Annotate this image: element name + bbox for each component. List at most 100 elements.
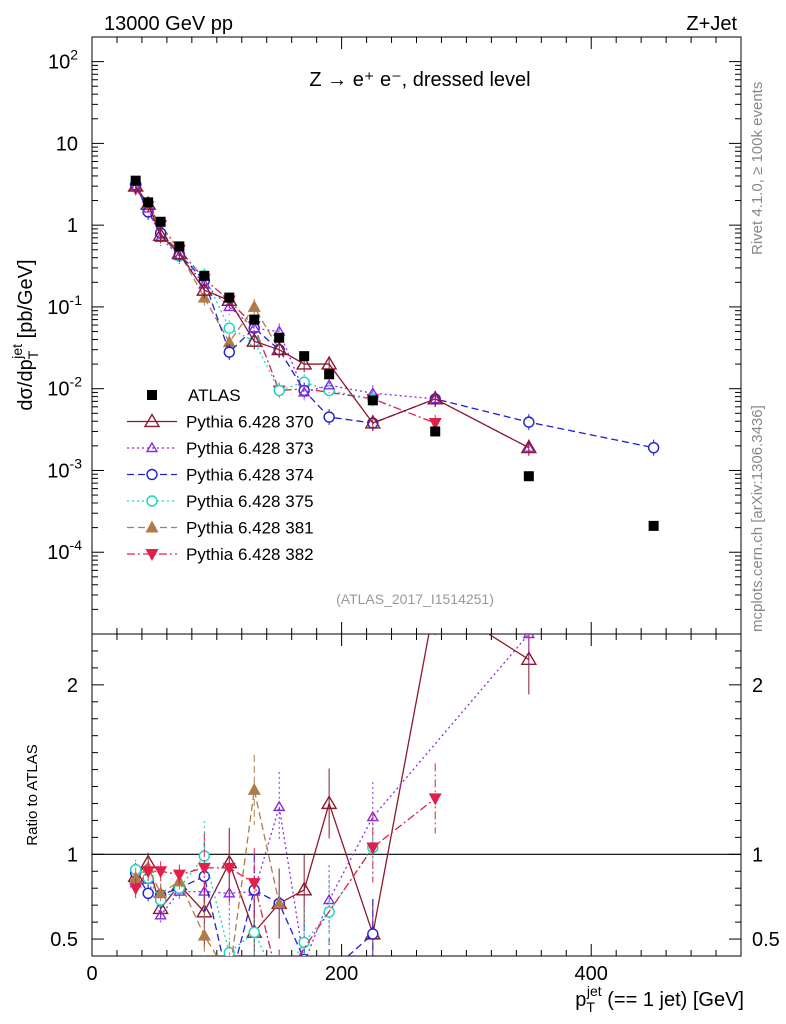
- ratio-series-pythia-6-428-382: [129, 763, 442, 992]
- legend-item: Pythia 6.428 375: [127, 492, 314, 511]
- ratio-line: [135, 634, 530, 956]
- data-point: [322, 378, 336, 390]
- main-ticks: 10-4 10-3 10-2 10-1 1 10 102: [47, 36, 741, 635]
- data-point: [273, 384, 285, 397]
- data-point: [246, 332, 263, 347]
- y-tick-label: 10-2: [47, 374, 82, 401]
- data-point: [299, 953, 309, 956]
- ratio-series-pythia-6-428-373: [129, 634, 536, 967]
- legend-item: Pythia 6.428 370: [127, 413, 314, 432]
- main-series: [127, 175, 660, 531]
- data-point: [364, 414, 382, 429]
- data-point: [295, 881, 313, 896]
- data-point: [297, 386, 311, 397]
- main-panel: 10-4 10-3 10-2 10-1 1 10 102 Z → e⁺ e⁻, dresse…: [9, 36, 742, 635]
- legend-label: ATLAS: [188, 386, 241, 405]
- y-tick-label-right: 2: [752, 675, 763, 697]
- x-tick-label: 200: [325, 963, 358, 985]
- data-point: [647, 441, 660, 454]
- data-point: [224, 292, 235, 303]
- legend-label: Pythia 6.428 381: [186, 519, 314, 538]
- data-point: [223, 346, 235, 358]
- data-point: [366, 842, 380, 855]
- y-tick-label: 10-3: [47, 455, 82, 482]
- data-point: [273, 980, 286, 992]
- legend: ATLAS Pythia 6.428 370 Pythia 6.428 373 Pyt…: [127, 386, 314, 564]
- ratio-line: [135, 847, 374, 956]
- legend-item: Pythia 6.428 374: [127, 466, 314, 485]
- data-point: [155, 216, 166, 227]
- data-point: [197, 862, 211, 875]
- data-point: [196, 281, 213, 296]
- legend-item: ATLAS: [147, 386, 241, 405]
- data-point: [129, 883, 143, 896]
- data-point: [323, 411, 335, 423]
- legend-label: Pythia 6.428 374: [186, 466, 314, 485]
- data-point: [223, 300, 236, 312]
- x-axis-label: pTjet (== 1 jet) [GeV]: [575, 983, 744, 1015]
- ratio-line: [135, 634, 530, 937]
- ratio-y-axis-label: Ratio to ATLAS: [24, 744, 41, 845]
- data-point: [299, 958, 309, 967]
- data-point: [198, 885, 211, 896]
- data-point: [247, 878, 261, 891]
- data-point: [145, 441, 159, 453]
- data-point: [145, 520, 159, 533]
- legend-label: Pythia 6.428 370: [186, 413, 314, 432]
- data-point: [249, 314, 260, 325]
- data-point: [274, 980, 284, 990]
- data-point: [248, 321, 261, 333]
- data-point: [320, 355, 338, 370]
- data-point: [223, 886, 236, 898]
- data-point: [142, 887, 154, 899]
- y-tick-label-right: 0.5: [752, 929, 780, 951]
- data-point: [146, 495, 158, 507]
- analysis-label: (ATLAS_2017_I1514251): [336, 591, 494, 607]
- data-point: [298, 936, 310, 949]
- data-point: [270, 341, 288, 356]
- data-point: [523, 471, 534, 482]
- series-atlas: [130, 175, 659, 531]
- data-point: [143, 197, 154, 208]
- data-point: [323, 384, 335, 397]
- data-point: [147, 390, 157, 400]
- legend-label: Pythia 6.428 373: [186, 439, 314, 458]
- data-point: [146, 468, 158, 481]
- data-point: [247, 299, 261, 312]
- y-tick-label: 102: [48, 47, 78, 74]
- data-point: [428, 793, 442, 806]
- y-tick-label: 1: [67, 215, 78, 237]
- y-tick-label: 10-4: [47, 537, 82, 564]
- data-point: [320, 795, 338, 810]
- data-point: [248, 926, 260, 938]
- x-tick-label: 400: [575, 963, 608, 985]
- data-point: [154, 908, 167, 920]
- data-point: [141, 866, 155, 879]
- series-line: [135, 183, 373, 400]
- data-point: [154, 866, 168, 879]
- data-point: [154, 886, 168, 899]
- data-point: [295, 355, 313, 370]
- data-point: [143, 413, 161, 428]
- data-point: [428, 418, 442, 431]
- mcplots-label: mcplots.cern.ch [arXiv:1306.3436]: [749, 405, 766, 632]
- ratio-panel: 0 200 400 0.5 0.5 1 1 2 2 Ratio to ATLAS pTjet (…: [24, 633, 780, 1015]
- series-pythia-6-428-382: [129, 180, 442, 432]
- legend-item: Pythia 6.428 382: [127, 545, 314, 564]
- data-point: [197, 928, 211, 941]
- data-point: [172, 869, 186, 882]
- data-point: [522, 634, 536, 639]
- data-point: [272, 800, 286, 812]
- data-point: [324, 369, 335, 380]
- data-point: [222, 862, 236, 875]
- series-line: [135, 185, 530, 449]
- data-point: [299, 351, 310, 362]
- y-tick-label-right: 1: [752, 844, 763, 866]
- data-point: [274, 332, 285, 343]
- main-y-axis-label: dσ/dpTjet [pb/GeV]: [9, 259, 41, 410]
- x-tick-label: 0: [86, 963, 97, 985]
- data-point: [152, 226, 169, 241]
- ratio-line: [135, 789, 280, 956]
- data-point: [171, 245, 188, 260]
- legend-item: Pythia 6.428 373: [127, 439, 314, 458]
